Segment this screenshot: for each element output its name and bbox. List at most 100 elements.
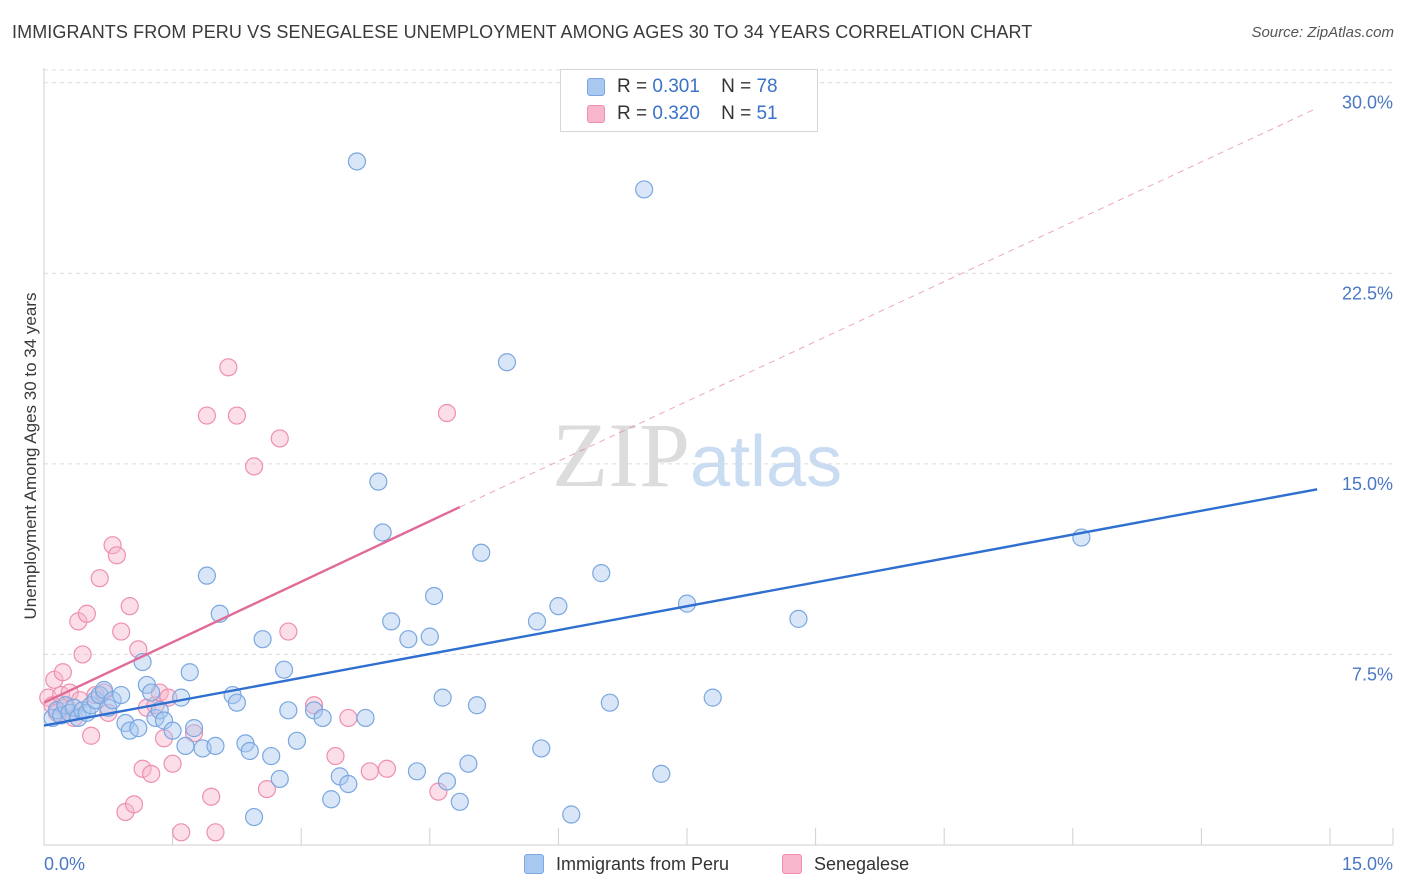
senegalese-point (142, 764, 161, 783)
senegalese-trend-line (43, 505, 461, 704)
peru-point (600, 693, 619, 712)
watermark-atlas: atlas (690, 422, 843, 502)
senegalese-point (77, 604, 96, 623)
peru-point (450, 792, 469, 811)
bottom-legend-label-peru: Immigrants from Peru (556, 853, 730, 874)
peru-point (373, 523, 392, 542)
peru-point (562, 805, 581, 824)
axes (43, 68, 1394, 846)
senegalese-point (197, 406, 216, 425)
peru-point (322, 790, 341, 809)
senegalese-point (437, 403, 457, 423)
legend-swatch-senegalese (587, 105, 605, 123)
peru-point (206, 736, 225, 756)
peru-point (677, 594, 697, 613)
peru-point (262, 746, 281, 766)
peru-point (142, 683, 161, 702)
bottom-legend-swatch-senegalese (782, 854, 802, 874)
peru-point (527, 612, 547, 631)
senegalese-trend-extension (459, 107, 1318, 508)
legend-n-value: 78 (756, 76, 778, 97)
senegalese-point (219, 358, 238, 377)
senegalese-point (184, 724, 204, 743)
trend-lines (43, 107, 1318, 727)
senegalese-point (360, 762, 379, 781)
senegalese-point (133, 759, 152, 778)
peru-point (279, 701, 298, 720)
peru-point (103, 691, 122, 710)
peru-point (382, 612, 401, 631)
peru-point (467, 696, 487, 715)
peru-point (274, 660, 294, 679)
series-peru-points (43, 152, 1091, 827)
bottom-legend-label-senegalese: Senegalese (814, 853, 910, 874)
peru-point (789, 609, 808, 628)
y-tick-label: 15.0% (1342, 474, 1393, 494)
peru-point (437, 772, 457, 791)
chart-title: IMMIGRANTS FROM PERU VS SENEGALESE UNEMP… (12, 22, 1033, 42)
senegalese-point (53, 663, 72, 682)
peru-point (253, 630, 272, 649)
peru-point (339, 774, 358, 794)
peru-point (313, 708, 332, 728)
legend-n-label: N = (721, 103, 752, 124)
senegalese-point (244, 457, 264, 476)
senegalese-point (107, 546, 126, 565)
peru-point (549, 597, 568, 616)
tick-labels: 7.5% 15.0% 22.5% 30.0% 0.0% 15.0% (44, 93, 1393, 874)
peru-point (347, 152, 367, 171)
peru-point (497, 353, 517, 372)
senegalese-point (304, 696, 324, 715)
peru-point (180, 663, 199, 682)
peru-point (635, 180, 654, 199)
bottom-legend-peru: Immigrants from Peru (524, 851, 729, 877)
senegalese-point (257, 779, 277, 799)
senegalese-point (124, 795, 144, 814)
y-tick-label: 22.5% (1342, 283, 1393, 303)
legend-swatch-peru (587, 78, 605, 96)
peru-point (532, 739, 551, 758)
peru-point (356, 708, 375, 728)
peru-point (433, 688, 452, 707)
senegalese-point (326, 746, 345, 766)
senegalese-point (377, 759, 397, 778)
series-senegalese-points (39, 358, 457, 842)
legend-r-label: R = (617, 103, 648, 124)
bottom-legend-swatch-peru (524, 854, 544, 874)
peru-point (459, 754, 478, 773)
senegalese-point (120, 597, 139, 616)
peru-point (399, 630, 418, 649)
senegalese-point (270, 429, 289, 448)
senegalese-point (227, 406, 246, 425)
peru-point (240, 741, 259, 761)
legend-r-value: 0.320 (652, 103, 700, 124)
peru-point (163, 721, 182, 740)
y-axis-label: Unemployment Among Ages 30 to 34 years (21, 293, 40, 620)
peru-point (176, 736, 195, 756)
peru-point (172, 688, 191, 707)
peru-point (244, 807, 264, 827)
legend-n-value: 51 (756, 103, 778, 124)
legend-row-senegalese: R = 0.320 N = 51 (587, 102, 778, 126)
peru-point (227, 693, 246, 712)
peru-point (472, 543, 491, 562)
bottom-legend-senegalese: Senegalese (782, 851, 909, 877)
senegalese-point (82, 726, 101, 745)
y-tick-label: 7.5% (1352, 664, 1393, 684)
chart-source: Source: ZipAtlas.com (1251, 24, 1394, 41)
legend-r-label: R = (617, 76, 648, 97)
peru-point (184, 719, 204, 738)
senegalese-point (202, 787, 221, 806)
senegalese-point (206, 823, 225, 842)
x-tick-label: 0.0% (44, 854, 85, 874)
peru-point (652, 764, 671, 783)
peru-point (424, 586, 444, 606)
peru-point (407, 762, 427, 781)
x-tick-label: 15.0% (1342, 854, 1393, 874)
peru-trend-line (43, 488, 1318, 727)
correlation-legend: R = 0.301 N = 78 R = 0.320 N = 51 (560, 69, 818, 132)
senegalese-point (90, 569, 109, 588)
legend-r-value: 0.301 (652, 76, 700, 97)
y-tick-label: 30.0% (1342, 93, 1393, 113)
